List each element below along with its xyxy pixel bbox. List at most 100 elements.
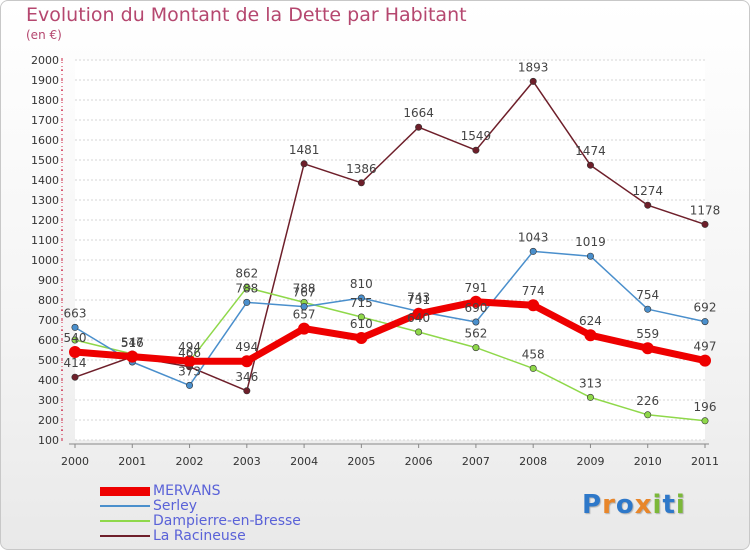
y-tick-label: 1400 bbox=[31, 174, 59, 187]
x-tick-label: 2003 bbox=[233, 455, 261, 468]
data-label-la-racineuse: 1386 bbox=[346, 162, 377, 176]
legend-label: Serley bbox=[153, 498, 198, 514]
data-label-la-racineuse: 1178 bbox=[690, 203, 721, 217]
data-label-dampierre-en-bresse: 862 bbox=[235, 267, 258, 281]
data-point-serley bbox=[586, 252, 594, 260]
data-label-serley: 767 bbox=[293, 286, 316, 300]
data-point-mervans bbox=[298, 322, 311, 335]
legend-label: MERVANS bbox=[153, 483, 221, 499]
data-point-mervans bbox=[183, 355, 196, 368]
data-point-dampierre-en-bresse bbox=[357, 313, 365, 321]
data-label-mervans: 731 bbox=[407, 293, 430, 307]
x-tick-label: 2001 bbox=[118, 455, 146, 468]
y-tick-label: 100 bbox=[38, 434, 59, 447]
x-tick-label: 2005 bbox=[347, 455, 375, 468]
y-tick-label: 1000 bbox=[31, 254, 59, 267]
data-label-la-racineuse: 346 bbox=[235, 370, 258, 384]
y-tick-label: 300 bbox=[38, 394, 59, 407]
data-label-la-racineuse: 1664 bbox=[403, 106, 434, 120]
data-label-dampierre-en-bresse: 313 bbox=[579, 376, 602, 390]
grid-layer bbox=[75, 59, 705, 441]
y-tick-label: 1600 bbox=[31, 134, 59, 147]
data-label-la-racineuse: 1893 bbox=[518, 60, 549, 74]
data-label-dampierre-en-bresse: 458 bbox=[522, 347, 545, 361]
series-line-serley bbox=[74, 250, 706, 387]
data-label-mervans: 497 bbox=[694, 340, 717, 354]
series-line-mervans bbox=[71, 298, 709, 365]
data-point-la-racineuse bbox=[357, 179, 365, 187]
data-point-la-racineuse bbox=[472, 146, 480, 154]
data-label-serley: 692 bbox=[694, 301, 717, 315]
data-point-mervans bbox=[584, 329, 597, 342]
y-tick-label: 1300 bbox=[31, 194, 59, 207]
legend-label: Dampierre-en-Bresse bbox=[153, 513, 301, 529]
data-label-dampierre-en-bresse: 226 bbox=[636, 394, 659, 408]
data-point-dampierre-en-bresse bbox=[243, 284, 251, 292]
data-label-dampierre-en-bresse: 715 bbox=[350, 296, 373, 310]
data-label-la-racineuse: 414 bbox=[64, 356, 87, 370]
data-label-serley: 754 bbox=[636, 288, 659, 302]
data-point-serley bbox=[701, 318, 709, 326]
data-point-la-racineuse bbox=[644, 201, 652, 209]
data-point-serley bbox=[300, 303, 308, 311]
x-tick-label: 2002 bbox=[176, 455, 204, 468]
axis-layer: 100 200 300 400 500 600 700 800 900 1000 1100 1200 1… bbox=[31, 54, 719, 468]
data-point-dampierre-en-bresse bbox=[529, 364, 537, 372]
data-label-mervans: 774 bbox=[522, 284, 545, 298]
data-point-mervans bbox=[527, 299, 540, 312]
y-tick-label: 1500 bbox=[31, 154, 59, 167]
data-point-serley bbox=[644, 305, 652, 313]
data-label-mervans: 791 bbox=[464, 281, 487, 295]
data-label-mervans: 610 bbox=[350, 317, 373, 331]
y-tick-label: 2000 bbox=[31, 54, 59, 67]
legend-swatch bbox=[100, 486, 150, 496]
data-point-la-racineuse bbox=[415, 123, 423, 131]
data-point-dampierre-en-bresse bbox=[586, 393, 594, 401]
data-label-serley: 788 bbox=[235, 281, 258, 295]
data-label-serley: 810 bbox=[350, 277, 373, 291]
x-tick-label: 2011 bbox=[691, 455, 719, 468]
plot-area bbox=[75, 60, 705, 440]
data-label-la-racineuse: 516 bbox=[121, 336, 144, 350]
data-point-la-racineuse bbox=[586, 161, 594, 169]
y-tick-label: 1200 bbox=[31, 214, 59, 227]
data-point-serley bbox=[357, 294, 365, 302]
data-point-serley bbox=[529, 247, 537, 255]
legend-swatch bbox=[100, 520, 150, 522]
data-point-mervans bbox=[412, 307, 425, 320]
data-point-la-racineuse bbox=[243, 387, 251, 395]
y-tick-label: 1900 bbox=[31, 74, 59, 87]
logo-letter: P bbox=[582, 490, 603, 520]
y-tick-label: 400 bbox=[38, 374, 59, 387]
logo-letter: i bbox=[675, 490, 686, 520]
series-line-la-racineuse bbox=[74, 80, 706, 392]
data-point-dampierre-en-bresse bbox=[472, 344, 480, 352]
x-tick-label: 2008 bbox=[519, 455, 547, 468]
series-layer bbox=[69, 77, 711, 425]
data-point-serley bbox=[243, 298, 251, 306]
data-label-dampierre-en-bresse: 640 bbox=[407, 311, 430, 325]
data-label-dampierre-en-bresse: 196 bbox=[694, 400, 717, 414]
y-tick-label: 200 bbox=[38, 414, 59, 427]
y-tick-label: 500 bbox=[38, 354, 59, 367]
y-tick-label: 1100 bbox=[31, 234, 59, 247]
data-point-mervans bbox=[469, 295, 482, 308]
logo-letter: r bbox=[602, 490, 616, 520]
data-label-serley: 690 bbox=[464, 301, 487, 315]
data-label-dampierre-en-bresse: 494 bbox=[178, 340, 201, 354]
data-point-mervans bbox=[355, 332, 368, 344]
data-point-mervans bbox=[699, 354, 711, 367]
logo-letter: i bbox=[652, 490, 663, 520]
data-point-dampierre-en-bresse bbox=[701, 417, 709, 425]
x-tick-label: 2000 bbox=[61, 455, 89, 468]
data-point-dampierre-en-bresse bbox=[71, 336, 79, 344]
data-point-la-racineuse bbox=[71, 373, 79, 381]
data-label-dampierre-en-bresse: 788 bbox=[293, 281, 316, 295]
data-label-la-racineuse: 1474 bbox=[575, 144, 606, 158]
y-tick-label: 1700 bbox=[31, 114, 59, 127]
logo-letter: x bbox=[634, 490, 653, 520]
data-label-la-racineuse: 466 bbox=[178, 346, 201, 360]
data-point-serley bbox=[186, 381, 194, 389]
y-tick-label: 700 bbox=[38, 314, 59, 327]
